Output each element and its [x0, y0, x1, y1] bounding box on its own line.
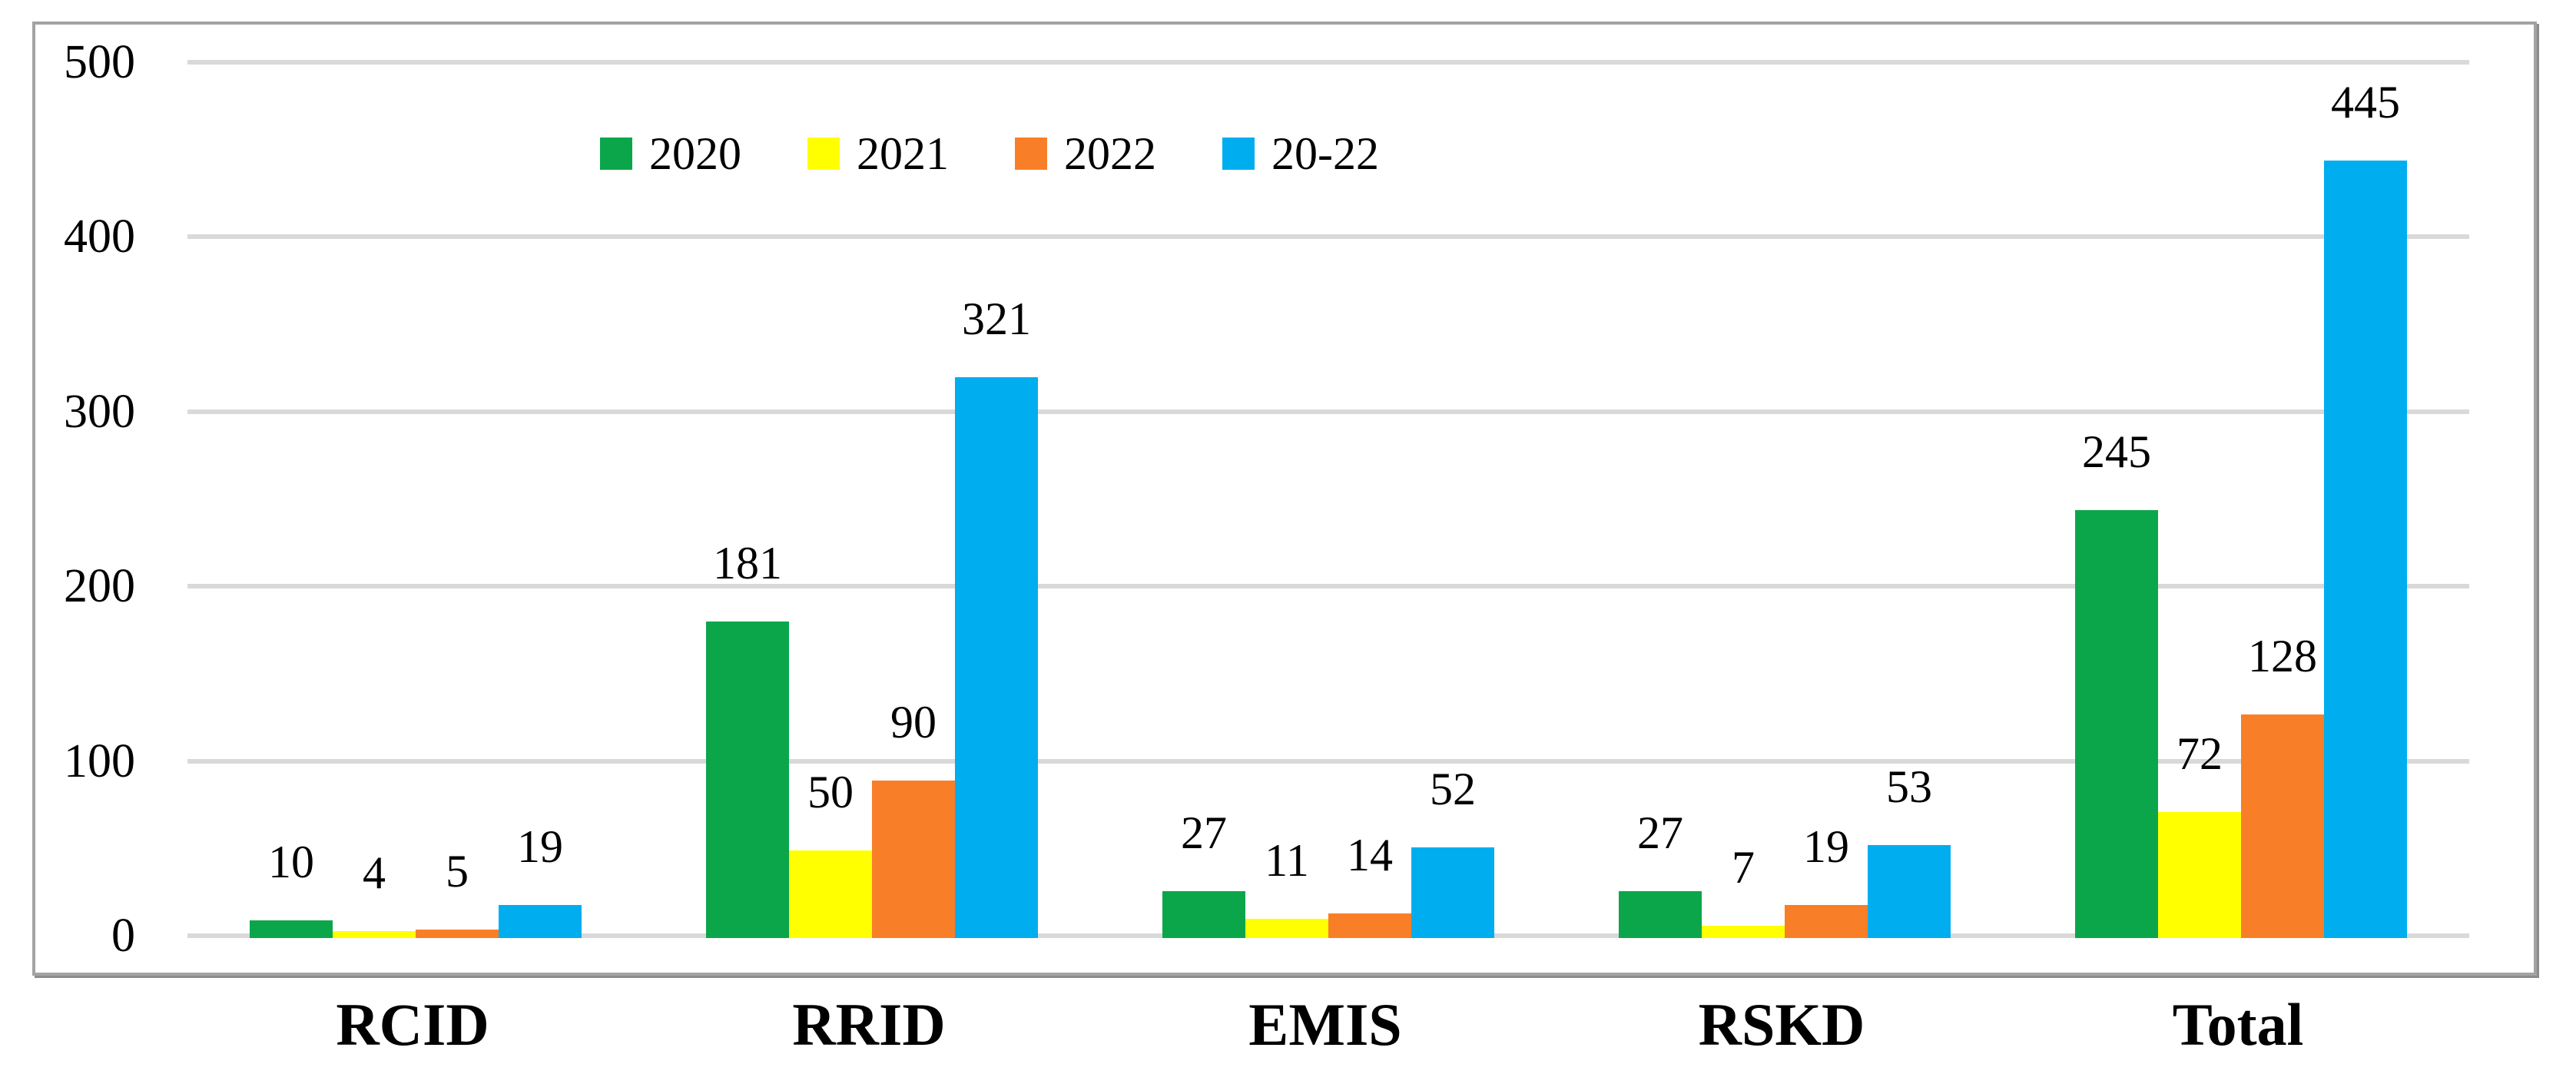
- bar-2020-Total: [2075, 509, 2158, 938]
- y-axis-tick-label: 400: [64, 211, 135, 264]
- bar-20-22-RSKD: [1868, 845, 1951, 938]
- plot-area: 10 4 5 19 181 50 90 321 27 11 14 52 27 7 19 53 245 72 128 4…: [187, 60, 2469, 938]
- bar-value-label-2022-RRID: 90: [890, 697, 937, 748]
- legend-item-2022: 2022: [1015, 131, 1156, 177]
- legend-swatch-icon: [1015, 138, 1047, 170]
- bar-20-22-Total: [2324, 161, 2407, 938]
- y-axis-tick-label: 300: [64, 385, 135, 438]
- bar-2022-RCID: [416, 929, 499, 938]
- legend-label: 2020: [649, 128, 741, 179]
- bar-2021-RCID: [333, 930, 416, 938]
- y-axis-tick-label: 500: [64, 36, 135, 88]
- chart-plot-box: 0 100 200 300 400 500 10 4 5 19 181 50 90 321 27 11 14 52…: [32, 22, 2537, 976]
- legend-label: 20-22: [1271, 128, 1379, 179]
- bar-20-22-EMIS: [1411, 847, 1494, 938]
- bar-value-label-2020-Total: 245: [2082, 426, 2151, 477]
- legend-item-2020: 2020: [600, 131, 741, 177]
- bar-2022-RSKD: [1785, 904, 1868, 938]
- bar-value-label-20-22-Total: 445: [2331, 77, 2400, 128]
- bar-2021-EMIS: [1245, 919, 1328, 938]
- bar-value-label-2022-RSKD: 19: [1803, 820, 1849, 872]
- x-axis-category-label-RCID: RCID: [336, 991, 489, 1058]
- gridline-y-500: [187, 60, 2469, 65]
- legend-swatch-icon: [1222, 138, 1255, 170]
- gridline-y-300: [187, 409, 2469, 414]
- bar-2020-RCID: [250, 920, 333, 938]
- bar-value-label-2021-EMIS: 11: [1265, 835, 1309, 886]
- bar-value-label-2021-RSKD: 7: [1732, 842, 1755, 893]
- bar-value-label-2020-RSKD: 27: [1637, 807, 1683, 858]
- bar-value-label-2021-RCID: 4: [363, 847, 386, 898]
- bar-20-22-RCID: [499, 904, 582, 938]
- bar-2021-Total: [2158, 812, 2241, 938]
- x-axis-category-label-RRID: RRID: [792, 991, 946, 1058]
- bar-2020-EMIS: [1162, 890, 1245, 938]
- bar-2022-RRID: [872, 781, 955, 938]
- legend-swatch-icon: [807, 138, 840, 170]
- bar-20-22-RRID: [955, 377, 1038, 938]
- bar-value-label-2020-RCID: 10: [268, 837, 314, 888]
- bar-value-label-2021-Total: 72: [2177, 728, 2223, 780]
- gridline-y-200: [187, 584, 2469, 589]
- legend-item-20-22: 20-22: [1222, 131, 1379, 177]
- bar-value-label-20-22-RSKD: 53: [1886, 761, 1932, 813]
- bar-value-label-20-22-RCID: 19: [517, 820, 563, 872]
- legend-swatch-icon: [600, 138, 632, 170]
- bar-2020-RRID: [706, 622, 789, 938]
- y-axis-tick-label: 100: [64, 734, 135, 787]
- bar-2022-EMIS: [1328, 913, 1411, 938]
- y-axis-tick-label: 0: [111, 910, 135, 962]
- gridline-y-400: [187, 234, 2469, 240]
- bar-2021-RSKD: [1702, 926, 1785, 938]
- bar-2020-RSKD: [1619, 890, 1702, 938]
- bar-value-label-2022-RCID: 5: [446, 845, 469, 897]
- bar-value-label-2020-RRID: 181: [713, 538, 782, 589]
- legend-label: 2022: [1064, 128, 1156, 179]
- x-axis-category-label-Total: Total: [2172, 991, 2304, 1058]
- legend-label: 2021: [857, 128, 949, 179]
- gridline-y-100: [187, 758, 2469, 764]
- bar-value-label-2022-EMIS: 14: [1347, 830, 1393, 881]
- bar-2021-RRID: [789, 850, 872, 938]
- bar-2022-Total: [2241, 714, 2324, 938]
- chart-legend: 2020 2021 2022 20-22: [600, 131, 1379, 177]
- bar-value-label-20-22-RRID: 321: [962, 293, 1031, 345]
- bar-value-label-20-22-EMIS: 52: [1430, 763, 1476, 814]
- bar-value-label-2021-RRID: 50: [807, 767, 854, 818]
- bar-value-label-2020-EMIS: 27: [1181, 807, 1227, 858]
- x-axis-category-label-RSKD: RSKD: [1698, 991, 1865, 1058]
- legend-item-2021: 2021: [807, 131, 949, 177]
- y-axis-tick-label: 200: [64, 560, 135, 613]
- x-axis-category-labels: RCID RRID EMIS RSKD Total: [184, 988, 2466, 1065]
- x-axis-category-label-EMIS: EMIS: [1248, 991, 1402, 1058]
- bar-value-label-2022-Total: 128: [2248, 630, 2317, 681]
